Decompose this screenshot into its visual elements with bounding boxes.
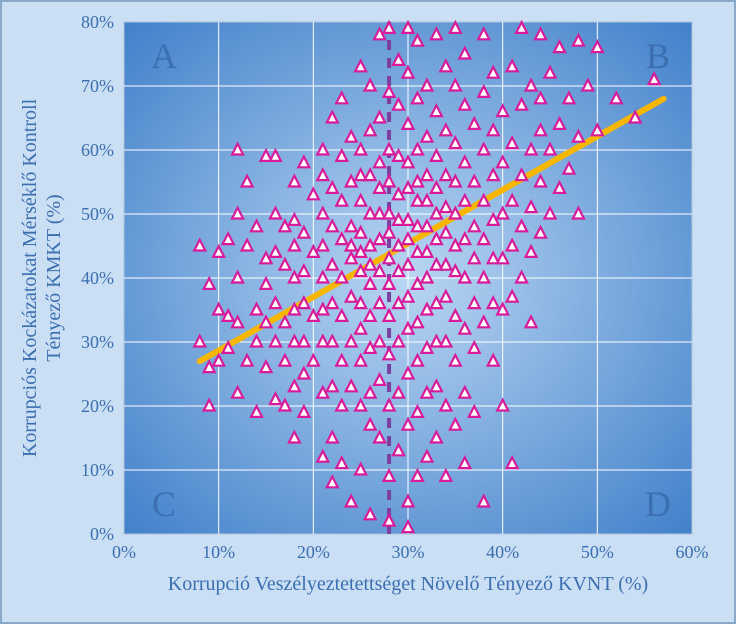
y-tick-label: 80% bbox=[81, 12, 114, 32]
quadrant-label-a: A bbox=[151, 36, 177, 76]
x-tick-label: 0% bbox=[112, 542, 136, 562]
x-tick-label: 40% bbox=[486, 542, 519, 562]
x-axis-title: Korrupció Veszélyeztetettséget Növelő Té… bbox=[168, 573, 648, 595]
chart-container: 0% 10% 20% 30% 40% 50% 60% 0% 10% 20% 30% 40% 50% 60%… bbox=[0, 0, 736, 624]
y-tick-label: 10% bbox=[81, 460, 114, 480]
x-tick-label: 20% bbox=[297, 542, 330, 562]
quadrant-label-b: B bbox=[646, 36, 670, 76]
quadrant-label-c: C bbox=[152, 484, 176, 524]
quadrant-label-d: D bbox=[645, 484, 671, 524]
x-tick-label: 30% bbox=[392, 542, 425, 562]
y-tick-label: 20% bbox=[81, 396, 114, 416]
y-tick-label: 30% bbox=[81, 332, 114, 352]
y-axis-title-line1: Korrupciós Kockázatokat Mérséklő Kontrol… bbox=[19, 98, 41, 457]
scatter-chart: 0% 10% 20% 30% 40% 50% 60% 0% 10% 20% 30% 40% 50% 60%… bbox=[0, 0, 736, 624]
y-tick-label: 50% bbox=[81, 204, 114, 224]
y-tick-label: 40% bbox=[81, 268, 114, 288]
x-tick-label: 60% bbox=[676, 542, 709, 562]
x-tick-label: 10% bbox=[202, 542, 235, 562]
y-tick-label: 70% bbox=[81, 76, 114, 96]
y-axis-title-line2: Tényező KMKT (%) bbox=[43, 194, 65, 361]
x-tick-label: 50% bbox=[581, 542, 614, 562]
y-tick-label: 60% bbox=[81, 140, 114, 160]
y-tick-label: 0% bbox=[90, 524, 114, 544]
